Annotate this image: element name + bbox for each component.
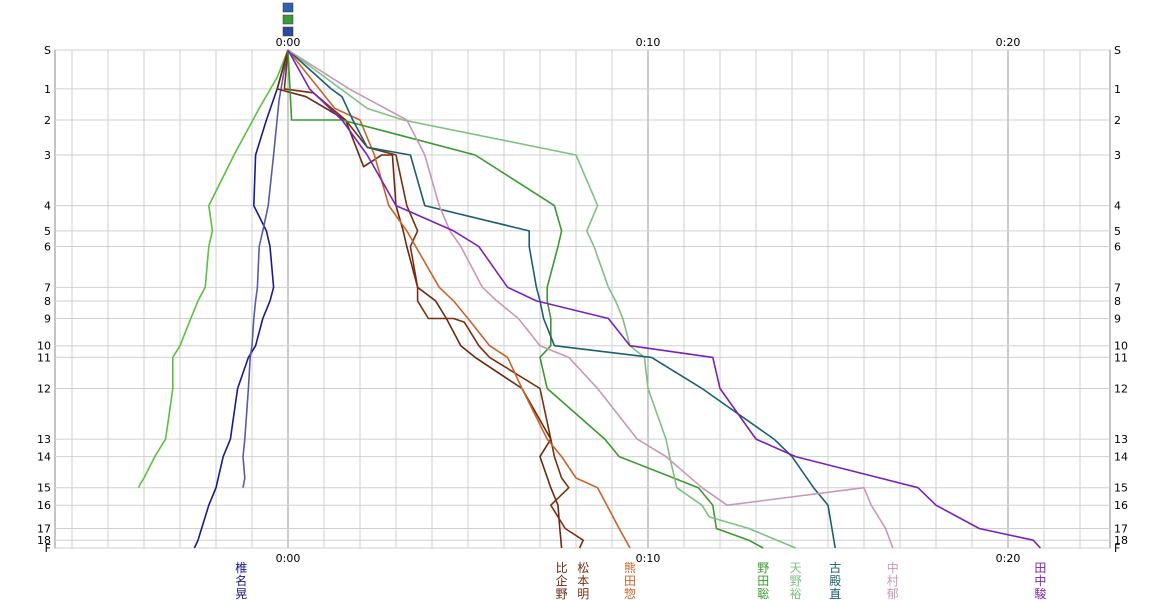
- series-line: [287, 49, 764, 549]
- station-label-left: 13: [37, 433, 51, 446]
- series-line: [287, 49, 631, 549]
- runner-name-char: 惣: [624, 586, 636, 600]
- station-label-left: 17: [37, 523, 51, 536]
- runner-name-char: 裕: [790, 586, 802, 600]
- station-label-right: 5: [1114, 225, 1121, 238]
- station-label-right: 2: [1114, 114, 1121, 127]
- series-line: [242, 49, 289, 488]
- series-lines: [137, 49, 1041, 549]
- runner-name-char: 田: [757, 574, 769, 588]
- station-label-left: 9: [44, 312, 51, 325]
- station-label-right: 13: [1114, 433, 1128, 446]
- runner-name-char: 野: [757, 561, 769, 575]
- station-label-right: 6: [1114, 240, 1121, 253]
- time-tick-label-bottom: 0:00: [276, 552, 301, 565]
- station-label-right: F: [1114, 542, 1120, 555]
- series-line: [287, 49, 1041, 549]
- station-label-left: 5: [44, 225, 51, 238]
- station-label-left: 6: [44, 240, 51, 253]
- runner-name-char: 村: [887, 574, 899, 588]
- station-label-right: 17: [1114, 523, 1128, 536]
- runner-name-char: 明: [577, 587, 589, 600]
- station-label-right: 14: [1114, 451, 1128, 464]
- runner-name-char: 田: [1034, 561, 1046, 575]
- time-tick-label-top: 0:10: [636, 36, 661, 49]
- runner-name-char: 松: [577, 561, 589, 575]
- station-label-right: 3: [1114, 149, 1121, 162]
- station-label-left: S: [44, 44, 51, 57]
- station-label-right: 4: [1114, 200, 1121, 213]
- station-label-left: 1: [44, 83, 51, 96]
- legend-mark: [282, 2, 294, 13]
- station-label-right: S: [1114, 44, 1121, 57]
- station-label-right: 9: [1114, 312, 1121, 325]
- station-label-left: 10: [37, 340, 51, 353]
- runner-name-char: 野: [790, 574, 802, 588]
- station-label-left: 8: [44, 295, 51, 308]
- runner-name-char: 椎: [235, 560, 247, 575]
- legend-marks: [282, 2, 294, 37]
- station-label-right: 15: [1114, 482, 1128, 495]
- legend-mark: [282, 26, 294, 37]
- station-label-right: 11: [1114, 351, 1128, 364]
- station-label-right: 1: [1114, 83, 1121, 96]
- runner-name-char: 聡: [757, 587, 769, 600]
- runner-name-char: 田: [624, 574, 636, 588]
- series-line: [137, 49, 289, 489]
- station-label-right: 16: [1114, 499, 1128, 512]
- station-label-left: 18: [37, 534, 51, 547]
- runner-name-char: 殿: [829, 574, 841, 588]
- station-label-left: 3: [44, 149, 51, 162]
- series-line: [287, 49, 894, 549]
- station-label-right: 8: [1114, 295, 1121, 308]
- runner-name-char: 中: [1034, 573, 1046, 588]
- station-label-left: 16: [37, 499, 51, 512]
- series-line: [193, 49, 289, 549]
- runner-name-char: 企: [556, 573, 568, 588]
- time-tick-label-bottom: 0:20: [996, 552, 1021, 565]
- station-label-left: 4: [44, 200, 51, 213]
- runner-name-char: 比: [556, 561, 568, 575]
- station-label-left: 7: [44, 281, 51, 294]
- runner-name-char: 晃: [235, 587, 247, 600]
- runner-name-char: 中: [887, 560, 899, 575]
- station-label-left: 11: [37, 351, 51, 364]
- runner-name-char: 名: [235, 573, 247, 588]
- station-label-left: F: [45, 542, 51, 555]
- series-line: [276, 49, 563, 549]
- station-label-right: 12: [1114, 382, 1128, 395]
- series-line: [287, 49, 836, 549]
- time-axis-labels: 0:00 0:00 0:10 0:10 0:20 0:20: [276, 36, 1021, 565]
- time-tick-label-bottom: 0:10: [636, 552, 661, 565]
- station-label-right: 7: [1114, 281, 1121, 294]
- runner-name-char: 直: [829, 587, 841, 600]
- station-label-right: 18: [1114, 534, 1128, 547]
- grid: [54, 49, 1111, 549]
- time-tick-label-top: 0:00: [276, 36, 301, 49]
- runner-name-char: 熊: [624, 560, 636, 575]
- runner-name-char: 古: [829, 560, 841, 575]
- station-label-left: 12: [37, 382, 51, 395]
- station-label-left: 15: [37, 482, 51, 495]
- runner-name-char: 天: [790, 561, 802, 575]
- legend-mark: [282, 14, 294, 25]
- station-label-left: 2: [44, 114, 51, 127]
- time-tick-label-top: 0:20: [996, 36, 1021, 49]
- station-label-right: 10: [1114, 340, 1128, 353]
- station-label-left: 14: [37, 451, 51, 464]
- runner-name-char: 野: [556, 587, 568, 600]
- runner-name-char: 本: [577, 574, 589, 588]
- runner-name-char: 郁: [887, 586, 899, 600]
- series-line: [287, 49, 796, 549]
- runner-name-char: 駿: [1034, 587, 1046, 600]
- plot-frame: [54, 49, 1111, 549]
